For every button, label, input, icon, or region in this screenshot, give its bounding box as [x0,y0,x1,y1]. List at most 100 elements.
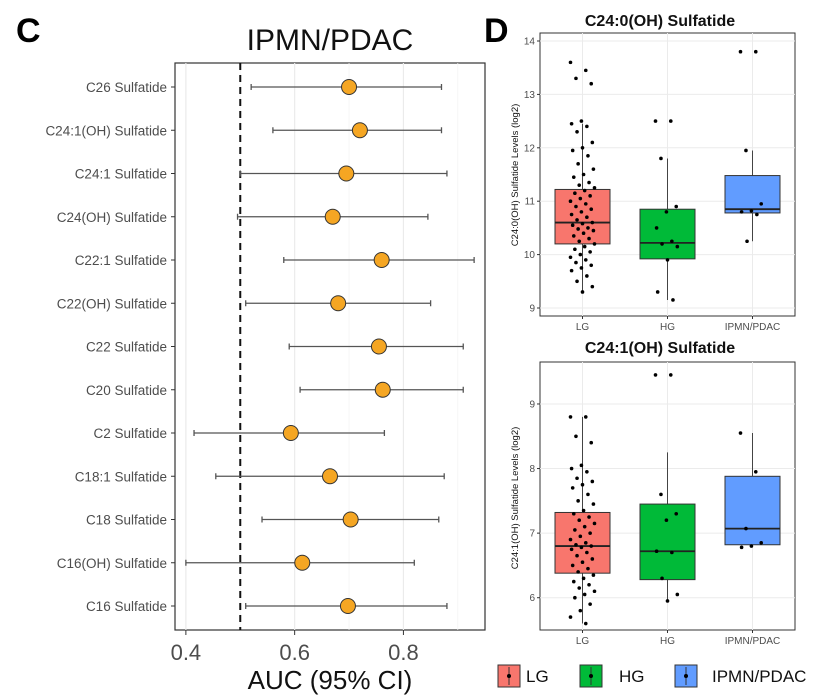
data-point [745,239,749,244]
data-point [575,279,579,284]
data-point [749,544,754,548]
forest-row-label: C24(OH) Sulfatide [57,210,167,225]
legend-label: IPMN/PDAC [712,667,806,686]
data-point [574,542,578,547]
data-point [675,592,680,597]
data-point [583,258,588,262]
boxplot-group: IPMN/PDAC [724,49,781,333]
forest-row: C22 Sulfatide [86,338,464,355]
data-point [592,242,597,246]
boxplot-group: IPMN/PDAC [724,431,781,647]
data-point [653,373,658,377]
data-point [660,576,664,581]
boxplot-x-tick-label: HG [660,636,675,647]
boxplot-y-tick-label: 13 [524,90,536,101]
boxplot-y-tick-label: 7 [529,529,535,540]
boxplot-y-tick-label: 14 [524,37,536,48]
data-point [744,526,748,531]
boxplot-x-tick-label: IPMN/PDAC [725,636,781,647]
data-point [589,263,594,268]
data-point [571,175,576,179]
forest-x-tick-label: 0.8 [388,640,419,665]
data-point [592,589,597,594]
data-point [671,298,675,302]
data-point [576,570,580,574]
data-point [674,511,679,516]
data-point [569,268,574,273]
boxplot-x-tick-label: HG [660,322,675,333]
data-point [749,209,754,213]
forest-row: C24(OH) Sulfatide [57,208,429,225]
data-point [591,228,596,233]
boxplot-group: HG [639,119,696,333]
data-point [579,210,584,214]
forest-x-label: AUC (95% CI) [248,665,413,695]
data-point [573,247,577,252]
data-point [582,592,587,597]
legend: LG HG IPMN/PDAC [497,664,806,688]
data-point [583,541,588,545]
data-point [570,148,575,153]
auc-point [324,208,341,225]
data-point [588,250,592,254]
data-point [581,576,586,581]
data-point [588,531,592,535]
forest-title: IPMN/PDAC [247,24,414,57]
data-point [753,469,758,474]
data-point [591,573,596,577]
auc-point [294,554,311,571]
data-point [575,553,579,558]
data-point [592,521,597,526]
data-point [590,140,595,145]
forest-row: C24:1(OH) Sulfatide [45,122,443,139]
boxplot-group: LG [554,60,611,333]
auc-point [370,338,387,355]
data-point [574,204,578,209]
forest-row-label: C18:1 Sulfatide [75,469,167,484]
legend-swatch-dot [589,674,593,678]
data-point [588,194,592,198]
boxplot-y-tick-label: 6 [529,593,535,604]
data-point [578,534,583,539]
data-point [580,482,585,487]
data-point [755,212,759,217]
boxplot-y-tick-label: 9 [529,399,535,410]
boxplot-y-tick-label: 8 [529,464,535,475]
data-point [570,223,575,228]
data-point [586,566,590,571]
data-point [577,586,582,590]
data-point [577,239,582,244]
data-point [576,227,580,231]
data-point [569,547,574,552]
box [724,175,781,214]
auc-point [322,468,338,485]
data-point [575,218,579,222]
data-point [674,204,679,209]
forest-row-label: C16 Sulfatide [86,599,167,614]
auc-point [373,252,390,268]
forest-row: C24:1 Sulfatide [75,165,448,182]
data-point [586,226,590,230]
data-point [589,440,594,445]
data-point [579,463,584,468]
auc-point [342,511,359,528]
forest-row-label: C22 Sulfatide [86,340,167,355]
data-point [579,119,584,123]
auc-point [341,79,358,95]
box [724,475,781,546]
data-point [568,415,573,419]
panel-label-c: C [16,12,41,50]
boxplot-y-tick-label: 10 [524,250,536,261]
data-point [577,183,582,187]
data-point [670,550,674,555]
boxplot-x-tick-label: LG [576,636,590,647]
data-point [587,582,591,587]
data-point [576,499,580,503]
auc-point [282,425,299,441]
data-point [570,486,575,490]
forest-row: C2 Sulfatide [93,425,386,441]
forest-row: C18 Sulfatide [86,511,440,528]
forest-row-label: C26 Sulfatide [86,80,167,95]
box [639,208,696,260]
legend-item: LG [497,664,549,688]
